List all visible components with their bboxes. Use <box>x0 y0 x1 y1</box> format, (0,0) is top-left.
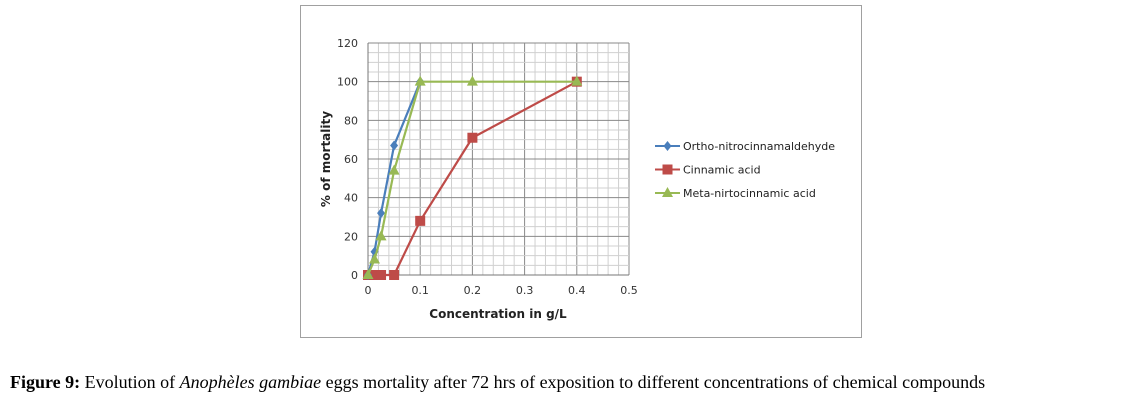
grid <box>367 42 630 276</box>
triangle-marker <box>369 253 381 264</box>
x-tick-label: 0.2 <box>464 284 482 297</box>
legend-label: Cinnamic acid <box>683 164 761 177</box>
x-tick-label: 0.3 <box>516 284 534 297</box>
y-tick-label: 40 <box>344 192 358 205</box>
x-tick-label: 0.1 <box>411 284 429 297</box>
triangle-marker <box>662 187 673 197</box>
legend-item: Ortho-nitrocinnamaldehyde <box>655 140 835 153</box>
caption-label: Figure 9: <box>10 372 81 392</box>
square-marker <box>662 164 673 175</box>
triangle-marker <box>388 164 400 175</box>
triangle-marker <box>362 269 374 279</box>
legend: Ortho-nitrocinnamaldehyde Cinnamic acid Me… <box>655 140 835 200</box>
y-tick-label: 60 <box>344 153 358 166</box>
figure-caption: Figure 9: Evolution of Anophèles gambiae… <box>10 372 985 393</box>
legend-label: Ortho-nitrocinnamaldehyde <box>683 140 835 153</box>
y-tick-label: 0 <box>351 269 358 282</box>
chart-frame <box>300 5 862 338</box>
y-axis-title: % of mortality <box>319 111 333 207</box>
x-tick-label: 0.5 <box>620 284 638 297</box>
square-marker <box>376 270 387 280</box>
tick-labels: 0 0.1 0.2 0.3 0.4 0.5 0 20 40 60 80 100 120 <box>337 37 638 297</box>
x-axis-title: Concentration in g/L <box>429 307 567 321</box>
square-marker <box>369 270 380 280</box>
caption-text-after: eggs mortality after 72 hrs of expositio… <box>321 372 986 392</box>
square-marker <box>415 215 426 226</box>
diamond-marker <box>377 208 386 219</box>
x-tick-label: 0.4 <box>568 284 586 297</box>
y-tick-label: 20 <box>344 230 358 243</box>
caption-species: Anophèles gambiae <box>179 372 322 392</box>
square-marker <box>389 270 400 280</box>
square-marker <box>467 132 478 143</box>
y-tick-label: 80 <box>344 114 358 127</box>
triangle-marker <box>571 75 583 86</box>
y-tick-label: 120 <box>337 37 358 50</box>
x-tick-label: 0 <box>365 284 372 297</box>
caption-text-before: Evolution of <box>80 372 180 392</box>
legend-label: Meta-nirtocinnamic acid <box>683 187 816 200</box>
diamond-marker <box>390 140 399 151</box>
diamond-marker <box>663 141 672 151</box>
series <box>362 75 583 280</box>
legend-item: Cinnamic acid <box>655 164 761 177</box>
y-tick-label: 100 <box>337 76 358 89</box>
triangle-marker <box>466 75 478 86</box>
legend-item: Meta-nirtocinnamic acid <box>655 187 816 200</box>
series-meta-nirtocinnamic-acid <box>362 75 583 279</box>
triangle-marker <box>375 230 387 241</box>
triangle-marker <box>414 75 426 86</box>
